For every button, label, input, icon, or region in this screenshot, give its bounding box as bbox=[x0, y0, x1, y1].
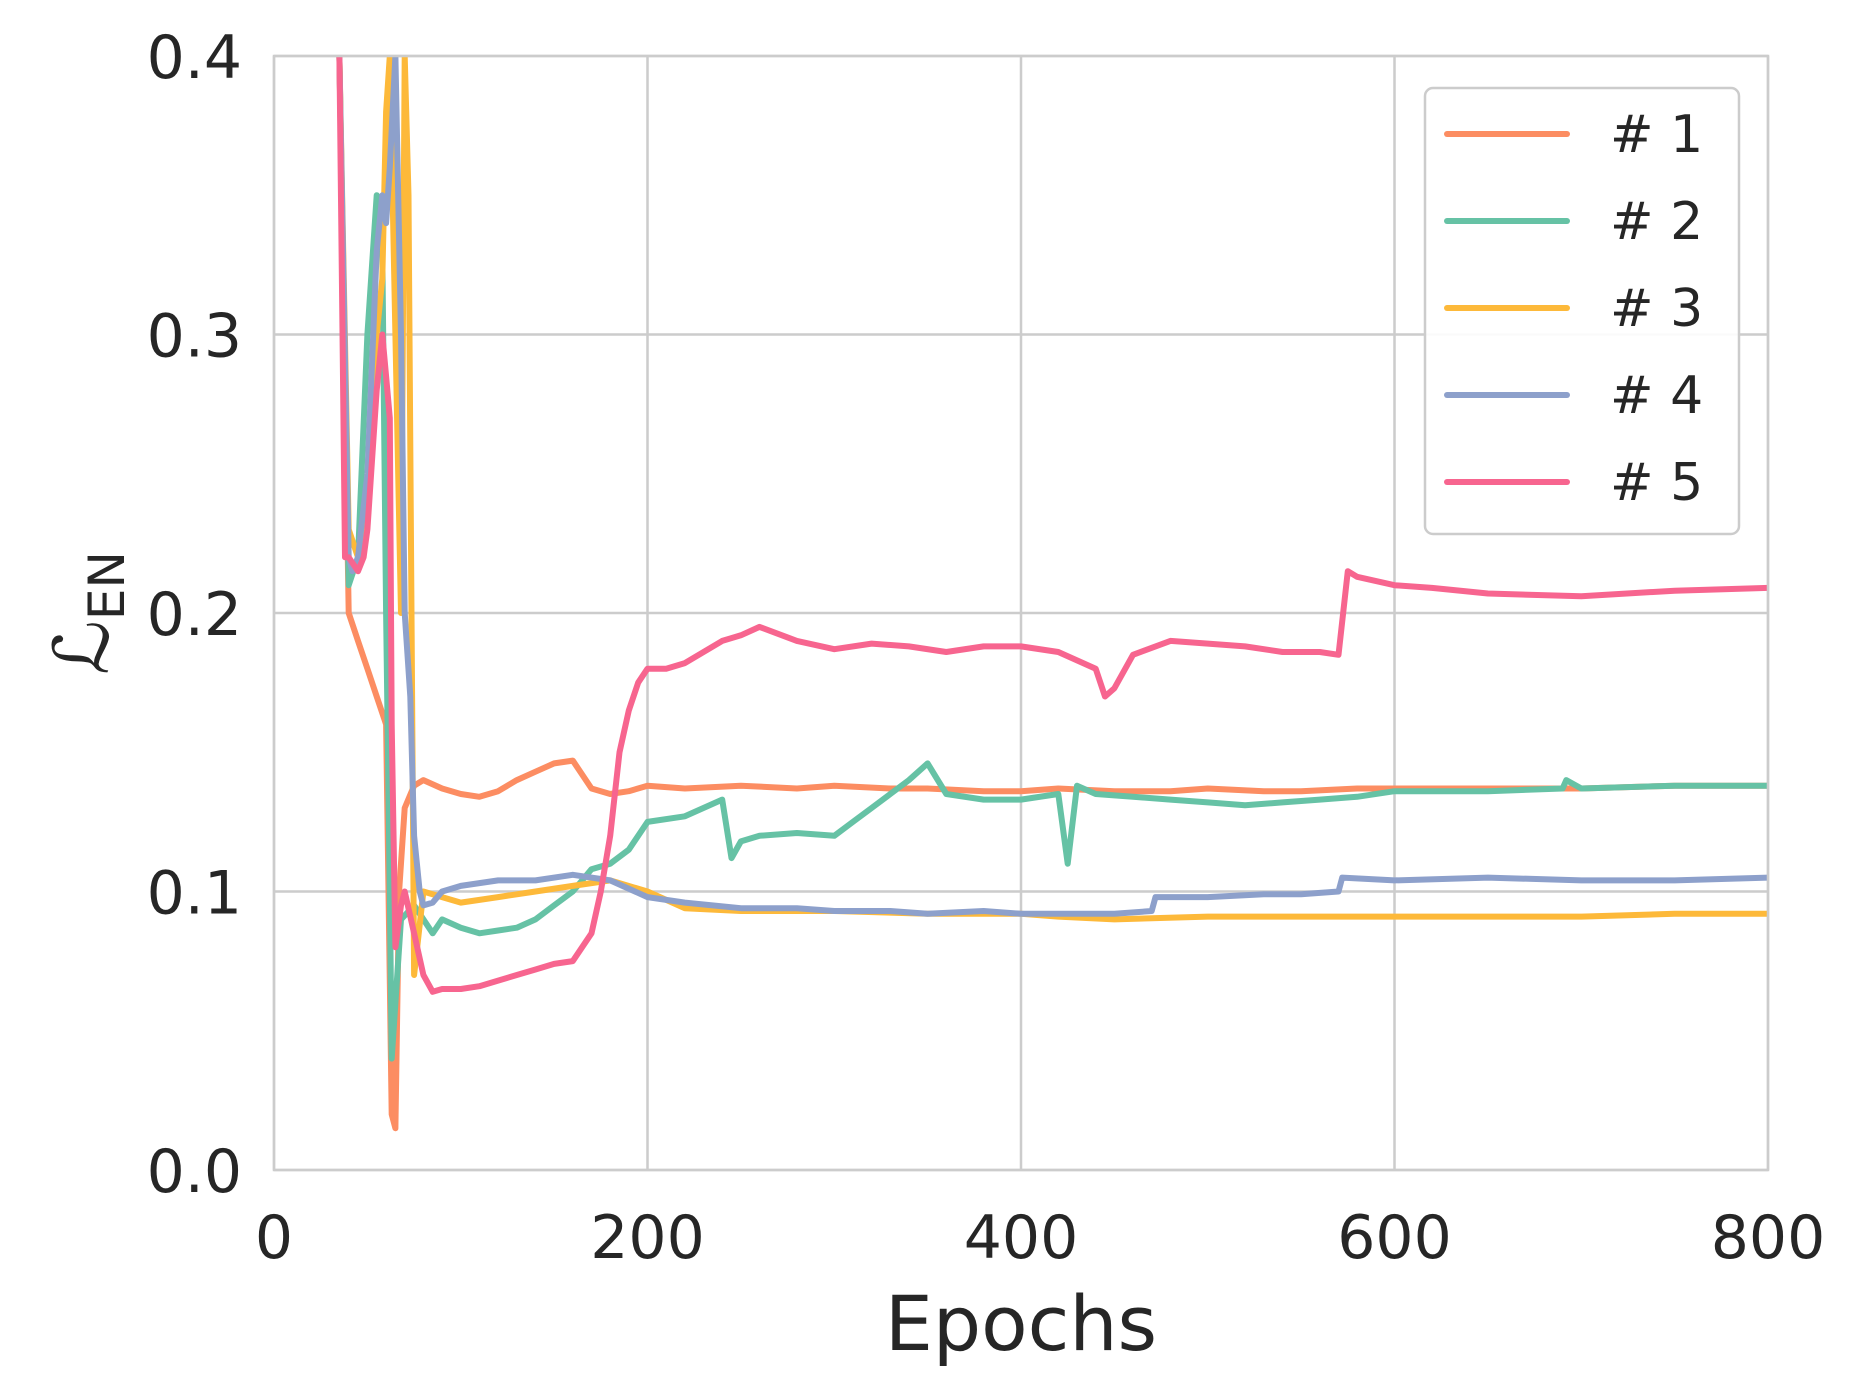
plot-frame bbox=[272, 54, 1770, 1172]
y-tick-label: 0.0 bbox=[147, 1137, 242, 1207]
legend-label-2: # 2 bbox=[1610, 192, 1703, 252]
x-axis-title: Epochs bbox=[885, 1279, 1157, 1368]
legend-label-4: # 4 bbox=[1610, 366, 1703, 426]
y-axis-title: ℒEN bbox=[37, 551, 136, 675]
legend-box bbox=[1423, 86, 1741, 536]
series-line-3 bbox=[336, 56, 1768, 978]
x-tick-label: 600 bbox=[1337, 1203, 1452, 1273]
y-tick-label: 0.3 bbox=[147, 302, 242, 372]
x-tick-label: 400 bbox=[964, 1203, 1079, 1273]
y-tick-label: 0.1 bbox=[147, 859, 242, 929]
series-group bbox=[336, 56, 1768, 1132]
series-line-5 bbox=[336, 56, 1768, 995]
x-tick-label: 800 bbox=[1711, 1203, 1826, 1273]
series-line-2 bbox=[336, 56, 1768, 1062]
x-tick-label: 0 bbox=[255, 1203, 293, 1273]
legend-label-3: # 3 bbox=[1610, 279, 1703, 339]
y-tick-label: 0.4 bbox=[147, 23, 242, 93]
y-axis-title-text: ℒEN bbox=[37, 551, 136, 675]
y-axis-ticks: 0.0 0.1 0.2 0.3 0.4 bbox=[147, 23, 242, 1207]
legend-label-5: # 5 bbox=[1610, 453, 1703, 513]
series-line-4 bbox=[336, 56, 1768, 917]
legend-label-1: # 1 bbox=[1610, 105, 1703, 165]
series-line-1 bbox=[336, 56, 1768, 1132]
x-tick-label: 200 bbox=[590, 1203, 705, 1273]
y-tick-label: 0.2 bbox=[147, 580, 242, 650]
x-axis-ticks: 0 200 400 600 800 bbox=[255, 1203, 1825, 1273]
y-axis-title-main: ℒ bbox=[37, 620, 126, 675]
y-axis-title-sub: EN bbox=[78, 551, 136, 620]
legend: # 1 # 2 # 3 # 4 # 5 bbox=[1423, 86, 1741, 536]
